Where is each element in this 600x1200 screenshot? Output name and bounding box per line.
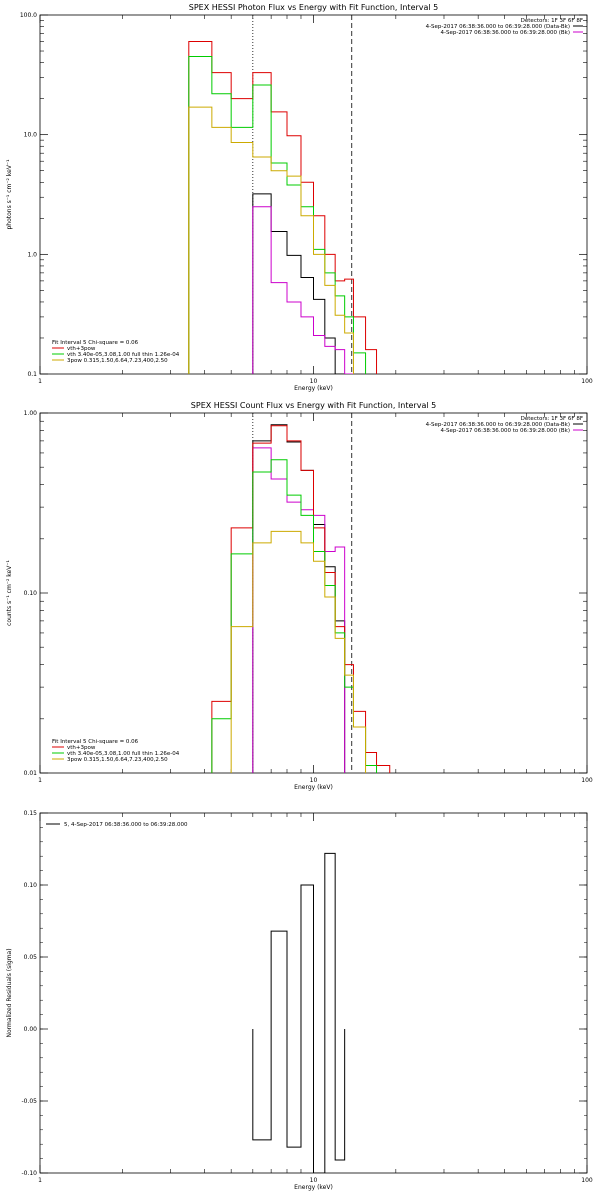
legend-entry: 4-Sep-2017 06:38:36.000 to 06:39:28.000 …	[426, 422, 570, 428]
legend-header: Detectors: 1F 3F 6F 8F	[521, 18, 583, 24]
x-tick-label: 10	[310, 777, 318, 784]
legend-entry: 4-Sep-2017 06:38:36.000 to 06:39:28.000 …	[426, 24, 570, 30]
y-tick-label: 100.0	[20, 12, 37, 19]
fit-legend-entry: vth 3.40e-05,3.08,1.00 full thin 1.26e-0…	[67, 352, 180, 358]
x-tick-label: 1	[38, 777, 42, 784]
series-line-4	[188, 106, 354, 374]
x-axis-label: Energy (keV)	[294, 1184, 333, 1191]
x-tick-label: 100	[581, 378, 593, 385]
y-axis-label: counts s⁻¹ cm⁻² keV⁻¹	[6, 560, 13, 626]
y-tick-label: 1.0	[27, 251, 37, 258]
plot-frame	[39, 412, 588, 774]
y-tick-label: -0.05	[21, 1098, 37, 1105]
y-tick-label: 0.15	[24, 810, 38, 817]
series-line-2	[188, 41, 378, 374]
x-tick-label: 10	[310, 1177, 318, 1184]
y-tick-label: 0.10	[24, 590, 38, 597]
x-tick-label: 100	[581, 777, 593, 784]
x-tick-label: 10	[310, 378, 318, 385]
fit-legend-header: Fit Interval 5 Chi-square = 0.06	[52, 340, 139, 346]
x-tick-label: 1	[38, 1177, 42, 1184]
legend-entry: 5, 4-Sep-2017 06:38:36.000 to 06:39:28.0…	[64, 822, 188, 828]
series-line-4	[230, 530, 367, 773]
x-axis-label: Energy (keV)	[294, 784, 333, 791]
fit-legend-entry: vth+3pow	[67, 346, 96, 352]
chart-title: SPEX HESSI Count Flux vs Energy with Fit…	[191, 401, 436, 410]
legend-entry: 4-Sep-2017 06:38:36.000 to 06:39:28.000 …	[441, 428, 571, 434]
fit-legend-entry: 3pow 0.315,1.50,6.64,7.23,400,2.50	[67, 757, 168, 763]
y-axis-label: Normalized Residuals (sigma)	[6, 948, 13, 1037]
legend-header: Detectors: 1F 3F 6F 8F	[521, 416, 583, 422]
fit-legend-entry: vth+3pow	[67, 745, 96, 751]
fit-legend-entry: 3pow 0.315,1.50,6.64,7.23,400,2.50	[67, 358, 168, 364]
series-line-0	[252, 193, 354, 374]
series-line-3	[188, 56, 367, 374]
y-tick-label: 0.05	[24, 954, 38, 961]
series-line-0	[252, 852, 346, 1173]
series-line-0	[252, 424, 346, 773]
series-line-1	[252, 206, 354, 374]
y-tick-label: 0.1	[27, 371, 37, 378]
x-tick-label: 1	[38, 378, 42, 385]
series-line-1	[252, 447, 346, 773]
series-line-2	[211, 425, 391, 773]
x-tick-label: 100	[581, 1177, 593, 1184]
fit-legend-entry: vth 3.40e-05,3.08,1.00 full thin 1.26e-0…	[67, 751, 180, 757]
y-tick-label: 1.00	[24, 410, 38, 417]
y-tick-label: 10.0	[24, 132, 38, 139]
y-tick-label: 0.01	[24, 770, 38, 777]
fit-legend-header: Fit Interval 5 Chi-square = 0.06	[52, 739, 139, 745]
chart-title: SPEX HESSI Photon Flux vs Energy with Fi…	[189, 3, 439, 12]
y-tick-label: -0.10	[21, 1170, 37, 1177]
y-axis-label: photons s⁻¹ cm⁻² keV⁻¹	[6, 159, 13, 230]
x-axis-label: Energy (keV)	[294, 385, 333, 392]
legend-entry: 4-Sep-2017 06:38:36.000 to 06:39:28.000 …	[441, 30, 571, 36]
y-tick-label: 0.00	[24, 1026, 38, 1033]
y-tick-label: 0.10	[24, 882, 38, 889]
